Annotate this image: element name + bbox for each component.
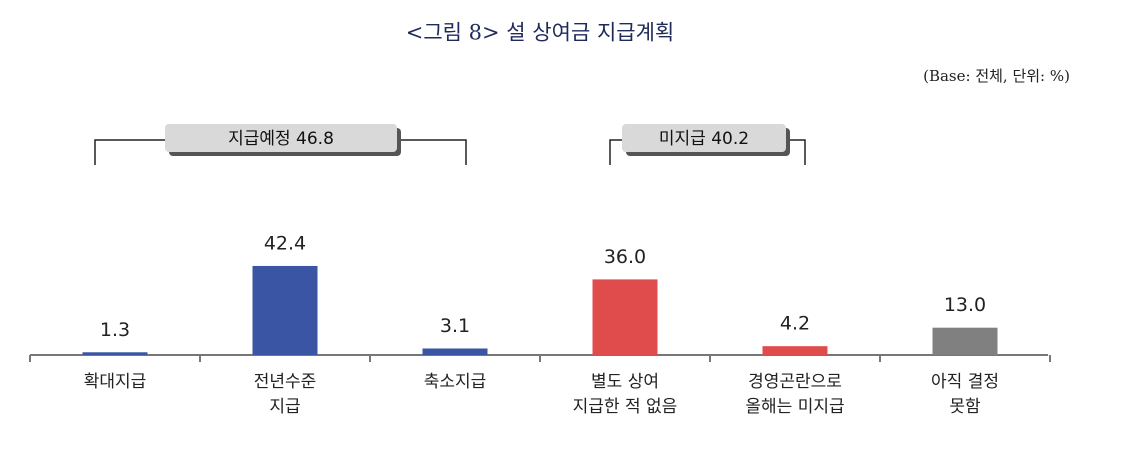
x-tick-label: 축소지급 (423, 372, 487, 392)
x-tick-label: 전년수준 지급 (253, 372, 317, 417)
annotation-box (622, 124, 786, 152)
value-label: 36.0 (604, 246, 646, 268)
chart-subtitle: (Base: 전체, 단위: %) (923, 67, 1070, 85)
x-tick-label: 확대지급 (83, 372, 147, 392)
x-tick-label: 별도 상여 지급한 적 없음 (572, 372, 678, 417)
x-tick-label: 아직 결정 못함 (931, 372, 999, 417)
value-label: 1.3 (100, 319, 130, 341)
chart-title: <그림 8> 설 상여금 지급계획 (406, 21, 674, 45)
annotation-box (165, 124, 397, 152)
value-label: 42.4 (264, 232, 306, 254)
x-tick-label: 경영곤란으로 올해는 미지급 (745, 372, 845, 417)
value-label: 4.2 (780, 313, 810, 335)
value-label: 3.1 (440, 315, 470, 337)
bar (422, 348, 488, 355)
annotation: 미지급 40.2 (659, 129, 749, 149)
bar (762, 346, 828, 355)
bar (592, 279, 658, 355)
bar (252, 265, 318, 355)
bar (932, 327, 998, 355)
bar (82, 352, 148, 355)
annotation: 지급예정 46.8 (228, 129, 334, 149)
value-label: 13.0 (944, 294, 986, 316)
